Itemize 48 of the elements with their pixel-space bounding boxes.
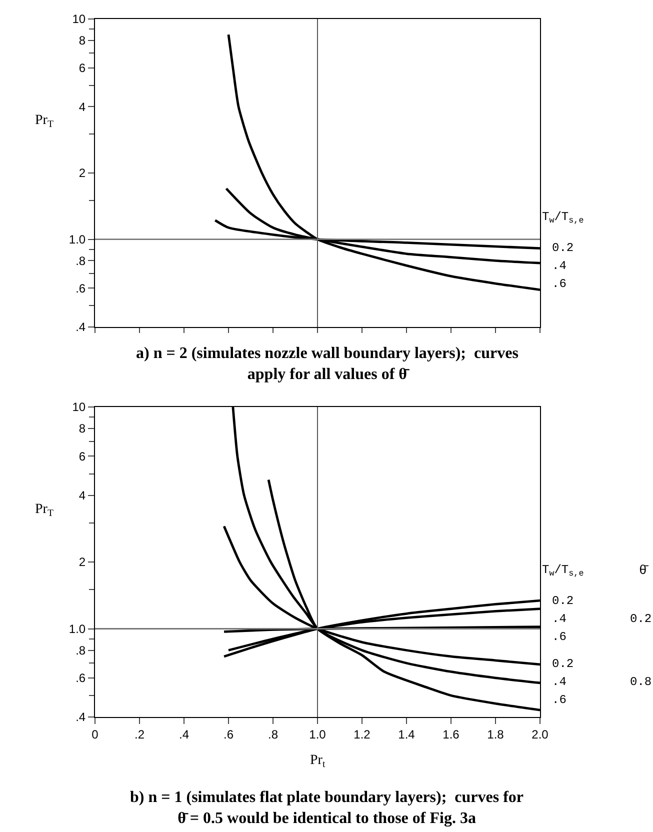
text: θ̄ [639, 563, 649, 578]
x-tick-label: .8 [268, 727, 278, 742]
y-tick-label: 6 [78, 61, 86, 76]
y-tick-label: .8 [76, 254, 86, 268]
series-label: .4 [552, 259, 566, 273]
text: 0.2 [630, 612, 652, 626]
series-label: .4 [552, 612, 566, 626]
x-tick-label: 1.6 [442, 727, 460, 742]
text: T$_{w}$/T$_{s,e}$ [542, 563, 584, 579]
y-tick-label: .4 [76, 710, 86, 724]
x-tick-label: .2 [134, 727, 145, 742]
x-tick-label: 1.0 [309, 727, 326, 742]
y-tick-label: 4 [78, 488, 86, 502]
y-tick-label: .6 [76, 281, 86, 296]
series-label: .4 [552, 675, 566, 689]
x-tick-label: 1.8 [487, 727, 504, 742]
series-label: 0.2 [552, 657, 574, 671]
text: 0.8 [630, 675, 652, 689]
x-tick-label: 2.0 [532, 727, 549, 742]
y-tick-label: .8 [76, 643, 86, 658]
y-tick-label: 2 [78, 166, 86, 180]
y-tick-label: .6 [76, 671, 86, 686]
text: T$_{w}$/T$_{s,e}$ [542, 210, 584, 226]
x-axis-title: Pr$_{t}$ [310, 753, 326, 770]
y-tick-label: 1.0 [68, 622, 86, 636]
y-tick-label: .4 [76, 320, 86, 334]
y-axis-title: Pr$_{T}$ [35, 502, 54, 519]
y-tick-label: 4 [78, 100, 86, 114]
y-tick-label: 2 [78, 555, 86, 570]
series-label: 0.2 [552, 594, 574, 608]
y-axis-title: Pr$_{T}$ [35, 113, 54, 130]
x-tick-label: .4 [178, 727, 190, 742]
series-label: .6 [552, 630, 566, 644]
text: b) n = 1 (simulates flat plate boundary layers); curves for θ̄ = 0.5 would be identical to those of Fig. 3a [130, 789, 524, 827]
x-tick-label: 1.2 [354, 727, 371, 742]
y-tick-label: 6 [78, 449, 86, 464]
y-tick-label: 1.0 [68, 232, 86, 247]
y-tick-label: 8 [78, 34, 86, 48]
series-label: .6 [552, 693, 566, 707]
text: a) n = 2 (simulates nozzle wall boundary layers); curves apply for all values of θ̄ [136, 345, 518, 383]
y-tick-label: 8 [78, 422, 86, 436]
series-label: 0.2 [552, 241, 574, 255]
y-tick-label: 10 [72, 12, 86, 26]
x-tick-label: 1.4 [398, 727, 416, 742]
x-tick-label: .6 [223, 727, 234, 742]
x-tick-label: 0 [92, 727, 99, 742]
y-tick-label: 10 [72, 400, 86, 414]
series-label: .6 [552, 277, 566, 291]
